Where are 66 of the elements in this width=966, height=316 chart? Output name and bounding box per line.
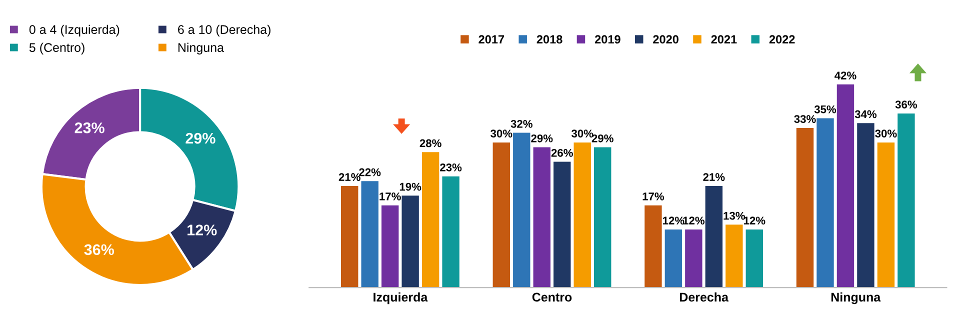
- bar: [898, 113, 915, 288]
- data-label: 32%: [510, 120, 532, 128]
- bar: [594, 147, 612, 288]
- bar: [836, 84, 854, 288]
- bar: [533, 147, 550, 288]
- bar: [422, 152, 440, 288]
- legend-label: 2017: [478, 35, 504, 44]
- data-label: 12%: [188, 224, 217, 236]
- data-label: 29%: [531, 134, 553, 142]
- legend-label: 2019: [594, 35, 620, 44]
- x-tick-label: Ninguna: [831, 292, 881, 304]
- bar: [644, 205, 662, 288]
- data-label: 17%: [642, 192, 664, 200]
- legend-label: 5 (Centro): [29, 42, 84, 54]
- legend-label: 2021: [711, 35, 737, 44]
- bar: [816, 118, 834, 288]
- data-label: 35%: [814, 105, 836, 114]
- legend-label: 2022: [769, 35, 795, 44]
- data-label: 12%: [683, 216, 705, 225]
- bar: [554, 162, 571, 288]
- bar: [381, 205, 399, 288]
- data-label: 21%: [703, 173, 725, 181]
- data-label: 12%: [663, 216, 684, 225]
- bar: [442, 176, 460, 288]
- data-label: 30%: [490, 130, 512, 138]
- legend-label: 6 a 10 (Derecha): [178, 24, 270, 36]
- data-label: 21%: [338, 173, 360, 181]
- bar: [685, 230, 702, 288]
- data-label: 19%: [400, 182, 422, 191]
- bar: [402, 196, 419, 288]
- bar: [664, 230, 682, 288]
- data-label: 23%: [440, 163, 462, 172]
- data-label: 23%: [74, 122, 104, 134]
- legend-label: 2020: [653, 35, 678, 44]
- data-label: 28%: [420, 139, 442, 148]
- data-label: 29%: [592, 134, 614, 142]
- legend-label: 2018: [536, 35, 562, 44]
- data-label: 36%: [84, 244, 114, 256]
- bar: [341, 186, 358, 288]
- bar: [361, 181, 378, 288]
- data-label: 22%: [359, 168, 381, 176]
- data-label: 30%: [571, 130, 594, 138]
- data-label: 36%: [895, 100, 918, 108]
- x-tick-label: Centro: [532, 292, 572, 302]
- data-label: 30%: [875, 130, 897, 138]
- bar: [877, 142, 895, 288]
- bar: [492, 142, 510, 288]
- data-label: 34%: [854, 110, 877, 118]
- bar: [705, 186, 723, 288]
- data-label: 17%: [380, 192, 401, 200]
- data-label: 26%: [551, 148, 573, 157]
- data-label: 12%: [744, 216, 766, 225]
- x-tick-label: Izquierda: [374, 292, 428, 304]
- legend-label: Ninguna: [178, 42, 224, 54]
- data-label: 33%: [794, 115, 816, 123]
- legend-label: 0 a 4 (Izquierda): [29, 24, 120, 36]
- bar: [857, 123, 874, 288]
- x-tick-label: Derecha: [680, 292, 729, 302]
- bar: [726, 224, 743, 288]
- data-label: 29%: [186, 132, 216, 144]
- bar: [513, 132, 530, 288]
- bar: [796, 128, 814, 288]
- bar: [746, 230, 763, 288]
- bar: [574, 142, 591, 288]
- data-label: 42%: [834, 72, 856, 80]
- data-label: 13%: [724, 212, 745, 220]
